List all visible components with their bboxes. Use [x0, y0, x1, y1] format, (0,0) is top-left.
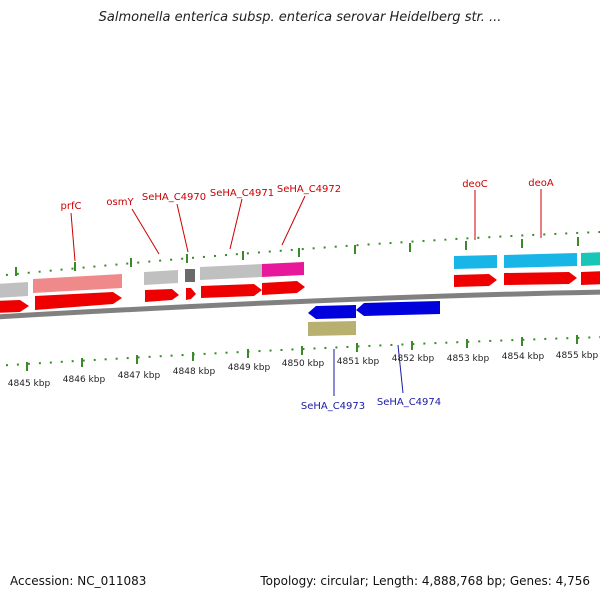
reverse-cds-arrows [308, 301, 440, 319]
cds-arrow-forward[interactable] [145, 289, 179, 302]
gene-label-SeHA_C4971[interactable]: SeHA_C4971 [210, 188, 274, 199]
gene-block-osmY[interactable] [144, 270, 178, 285]
gene-block[interactable] [0, 282, 28, 298]
gene-label-SeHA_C4972[interactable]: SeHA_C4972 [277, 184, 341, 195]
cds-arrow-forward[interactable] [581, 271, 600, 285]
top-gene-labels: prfC osmY SeHA_C4970 SeHA_C4971 SeHA_C49… [61, 178, 554, 212]
cds-arrow-forward[interactable] [262, 281, 305, 295]
gene-label-deoA[interactable]: deoA [528, 178, 554, 189]
cds-arrow-forward[interactable] [0, 300, 29, 313]
gene-label-prfC[interactable]: prfC [61, 201, 82, 212]
kbp-label: 4851 kbp [337, 357, 380, 367]
map-title: Salmonella enterica subsp. enterica sero… [98, 10, 502, 25]
gene-block-SeHA_C4971[interactable] [200, 264, 262, 280]
gene-block-deoC[interactable] [454, 255, 497, 269]
accession-text: Accession: NC_011083 [10, 574, 147, 588]
cds-arrow-forward[interactable] [186, 288, 196, 300]
gene-block-SeHA_C4972[interactable] [262, 262, 304, 277]
gene-label-SeHA_C4974[interactable]: SeHA_C4974 [377, 397, 441, 408]
gene-label-osmY[interactable]: osmY [106, 197, 134, 208]
bottom-gene-labels: SeHA_C4973 SeHA_C4974 [301, 397, 441, 412]
gene-label-deoC[interactable]: deoC [462, 179, 488, 190]
cds-arrow-forward[interactable] [201, 284, 262, 298]
kbp-label: 4853 kbp [447, 354, 490, 364]
gene-label-SeHA_C4970[interactable]: SeHA_C4970 [142, 192, 206, 203]
kbp-labels: 4845 kbp 4846 kbp 4847 kbp 4848 kbp 4849… [8, 351, 599, 389]
gene-block-deoA[interactable] [504, 253, 577, 268]
cds-arrow-forward[interactable] [454, 274, 497, 287]
kbp-label: 4850 kbp [282, 359, 325, 369]
upper-tick-row [0, 231, 600, 277]
genome-backbone [0, 289, 600, 320]
kbp-label: 4847 kbp [118, 371, 161, 381]
gene-block-SeHA_C4973[interactable] [308, 321, 356, 336]
bottom-label-leaders [333, 344, 404, 396]
genome-summary-text: Topology: circular; Length: 4,888,768 bp… [260, 574, 590, 588]
gene-blocks [0, 252, 600, 298]
kbp-label: 4852 kbp [392, 354, 435, 364]
forward-cds-arrows [0, 271, 600, 313]
cds-arrow-reverse[interactable] [356, 301, 440, 316]
kbp-label: 4846 kbp [63, 375, 106, 385]
cds-arrow-forward[interactable] [35, 292, 122, 310]
cds-arrow-forward[interactable] [504, 272, 577, 285]
gene-block-prfC[interactable] [33, 274, 122, 293]
kbp-label: 4854 kbp [502, 352, 545, 362]
cds-arrow-reverse[interactable] [308, 305, 356, 319]
gene-block[interactable] [581, 252, 600, 266]
kbp-label: 4855 kbp [556, 351, 599, 361]
lower-tick-row [0, 335, 600, 371]
kbp-label: 4845 kbp [8, 379, 51, 389]
kbp-label: 4849 kbp [228, 363, 271, 373]
gene-block-SeHA_C4970[interactable] [185, 269, 195, 282]
top-label-leaders [70, 189, 542, 262]
gene-label-SeHA_C4973[interactable]: SeHA_C4973 [301, 401, 365, 412]
kbp-label: 4848 kbp [173, 367, 216, 377]
